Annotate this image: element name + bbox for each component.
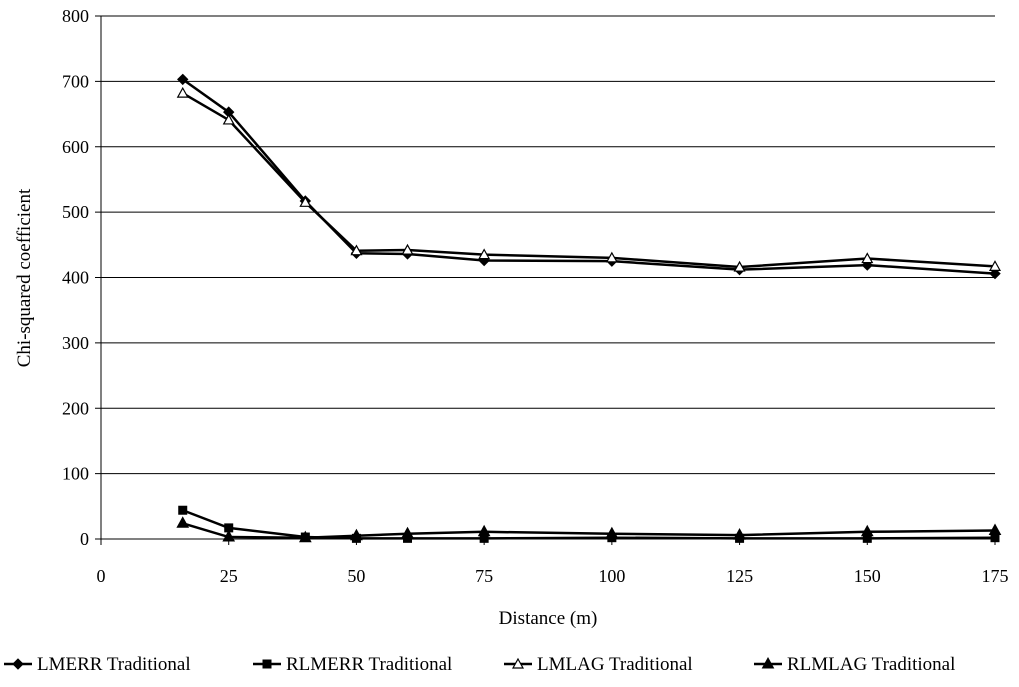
- y-tick-label-1: 100: [62, 464, 89, 484]
- point-rlmerr-traditional-5: [479, 533, 489, 543]
- series-line-lmlag-traditional: [182, 92, 996, 269]
- point-rlmerr-traditional-4: [403, 533, 413, 543]
- legend-label-rlmlag-traditional: RLMLAG Traditional: [787, 654, 955, 675]
- point-rlmlag-traditional-9: [988, 523, 1002, 536]
- series-group: [176, 73, 1002, 543]
- x-tick-labels: 0 25 50 75 100 125 150 175: [97, 566, 1009, 586]
- x-tick-label-7: 175: [982, 566, 1009, 586]
- legend-marker-lmerr-traditional: [12, 658, 24, 670]
- point-rlmerr-traditional-1: [224, 523, 234, 533]
- y-tick-label-5: 500: [62, 202, 89, 222]
- point-rlmlag-traditional-6: [605, 526, 619, 539]
- point-rlmlag-traditional-5: [477, 524, 491, 537]
- series-rlmlag-traditional: [176, 516, 1002, 543]
- grid-lines: [101, 15, 995, 540]
- x-tick-label-6: 150: [854, 566, 881, 586]
- y-tick-label-8: 800: [62, 6, 89, 26]
- point-rlmerr-traditional-9: [990, 533, 1000, 543]
- y-tick-label-4: 400: [62, 268, 89, 288]
- x-tick-label-3: 75: [475, 566, 493, 586]
- legend: LMERR Traditional RLMERR Traditional LMLAG…: [4, 654, 955, 675]
- x-tick-label-2: 50: [347, 566, 365, 586]
- point-lmerr-traditional-9: [989, 267, 1001, 280]
- series-lmerr-traditional: [177, 73, 1001, 280]
- series-line-lmerr-traditional: [182, 78, 996, 275]
- point-lmlag-traditional-5: [478, 248, 491, 260]
- x-tick-label-4: 100: [598, 566, 625, 586]
- series-line-rlmerr-traditional: [182, 509, 996, 540]
- point-rlmlag-traditional-3: [350, 528, 363, 541]
- point-lmlag-traditional-8: [861, 252, 874, 264]
- x-tick-label-1: 25: [220, 566, 238, 586]
- legend-marker-rlmlag-traditional: [761, 656, 775, 669]
- legend-label-rlmerr-traditional: RLMERR Traditional: [286, 654, 452, 675]
- point-rlmlag-traditional-8: [860, 524, 874, 537]
- legend-item-rlmlag-traditional: RLMLAG Traditional: [754, 654, 955, 675]
- point-lmlag-traditional-7: [733, 260, 746, 272]
- point-rlmerr-traditional-8: [862, 533, 872, 543]
- point-lmlag-traditional-4: [401, 243, 414, 255]
- y-tick-label-2: 200: [62, 398, 89, 418]
- point-rlmlag-traditional-0: [176, 516, 190, 528]
- legend-label-lmlag-traditional: LMLAG Traditional: [537, 654, 693, 675]
- legend-item-lmerr-traditional: LMERR Traditional: [4, 654, 191, 675]
- point-rlmlag-traditional-4: [401, 526, 414, 539]
- point-lmlag-traditional-2: [299, 196, 312, 207]
- x-tick-label-5: 125: [726, 566, 753, 586]
- series-lmlag-traditional: [176, 86, 1002, 272]
- point-lmlag-traditional-3: [350, 244, 363, 256]
- point-lmlag-traditional-1: [222, 113, 235, 125]
- y-tick-label-0: 0: [80, 529, 89, 549]
- legend-marker-rlmerr-traditional: [262, 659, 272, 669]
- y-axis-title: Chi-squared coefficient: [14, 188, 35, 367]
- x-tick-label-0: 0: [97, 566, 106, 586]
- point-rlmerr-traditional-0: [178, 505, 188, 515]
- series-line-rlmlag-traditional: [182, 522, 996, 539]
- legend-item-rlmerr-traditional: RLMERR Traditional: [253, 654, 452, 675]
- point-rlmlag-traditional-2: [298, 530, 312, 543]
- point-lmlag-traditional-6: [605, 251, 618, 263]
- legend-label-lmerr-traditional: LMERR Traditional: [37, 654, 191, 675]
- y-tick-label-3: 300: [62, 333, 89, 353]
- y-tick-labels: 0 100 200 300 400 500 600 700 800: [62, 6, 89, 549]
- x-axis-title: Distance (m): [499, 608, 598, 629]
- legend-marker-lmlag-traditional: [511, 657, 525, 669]
- point-lmlag-traditional-9: [988, 260, 1002, 271]
- y-tick-label-6: 600: [62, 137, 89, 157]
- y-tick-label-7: 700: [62, 71, 89, 91]
- point-rlmlag-traditional-7: [733, 528, 746, 540]
- point-lmlag-traditional-0: [176, 86, 189, 98]
- point-lmerr-traditional-0: [177, 73, 189, 86]
- legend-item-lmlag-traditional: LMLAG Traditional: [504, 654, 693, 675]
- axes: [95, 15, 996, 545]
- point-rlmlag-traditional-1: [222, 530, 236, 542]
